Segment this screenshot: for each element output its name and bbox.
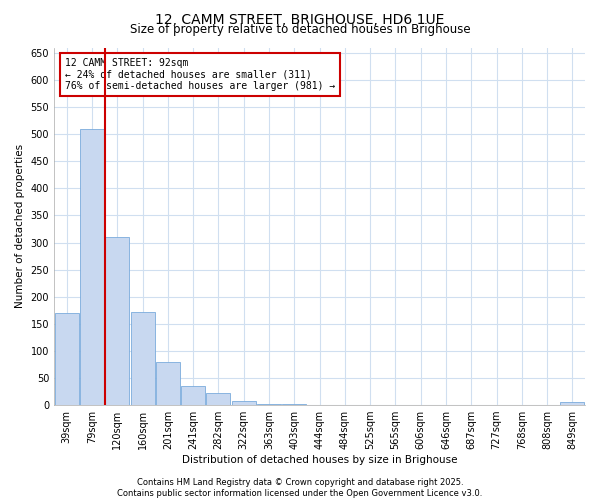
Text: Size of property relative to detached houses in Brighouse: Size of property relative to detached ho…: [130, 22, 470, 36]
Bar: [156, 362, 180, 405]
Bar: [206, 393, 230, 405]
Bar: [409, 404, 433, 405]
Bar: [282, 404, 306, 405]
Bar: [383, 404, 407, 405]
Bar: [434, 404, 458, 405]
Bar: [333, 404, 357, 405]
Bar: [358, 404, 382, 405]
Bar: [560, 402, 584, 405]
Bar: [131, 312, 155, 405]
Bar: [232, 402, 256, 405]
Bar: [80, 129, 104, 405]
Bar: [535, 404, 559, 405]
Bar: [181, 386, 205, 405]
Bar: [257, 404, 281, 405]
Bar: [55, 313, 79, 405]
Bar: [459, 404, 483, 405]
Bar: [484, 404, 509, 405]
Bar: [105, 237, 129, 405]
Bar: [308, 404, 332, 405]
Text: Contains HM Land Registry data © Crown copyright and database right 2025.
Contai: Contains HM Land Registry data © Crown c…: [118, 478, 482, 498]
X-axis label: Distribution of detached houses by size in Brighouse: Distribution of detached houses by size …: [182, 455, 457, 465]
Text: 12 CAMM STREET: 92sqm
← 24% of detached houses are smaller (311)
76% of semi-det: 12 CAMM STREET: 92sqm ← 24% of detached …: [65, 58, 335, 92]
Y-axis label: Number of detached properties: Number of detached properties: [15, 144, 25, 308]
Text: 12, CAMM STREET, BRIGHOUSE, HD6 1UE: 12, CAMM STREET, BRIGHOUSE, HD6 1UE: [155, 12, 445, 26]
Bar: [510, 404, 534, 405]
